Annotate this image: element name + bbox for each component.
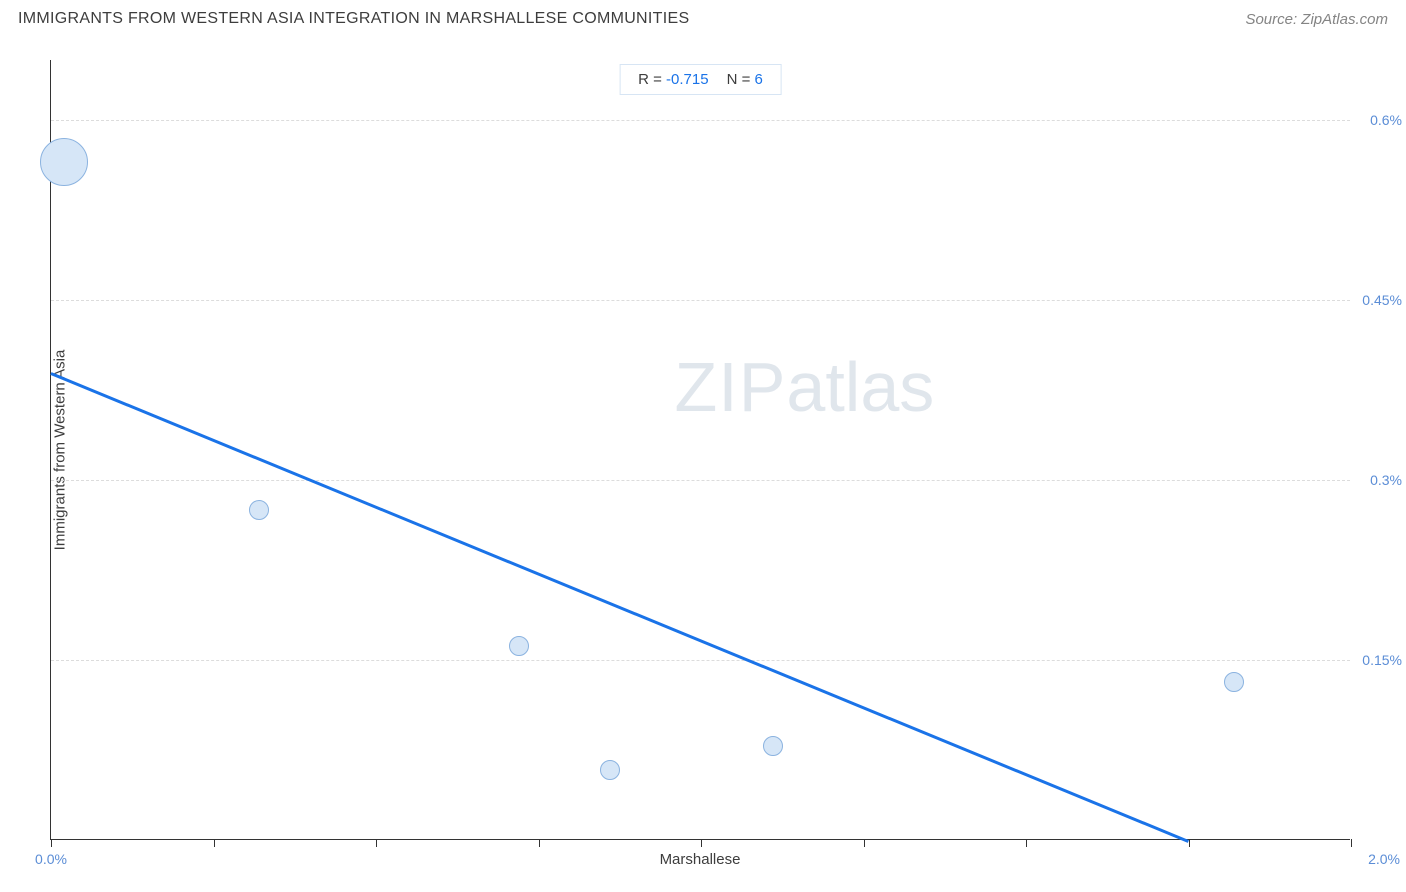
- x-tick: [539, 839, 540, 847]
- chart-area: Immigrants from Western Asia Marshallese…: [50, 60, 1350, 840]
- n-value: 6: [755, 71, 763, 88]
- x-axis-label: Marshallese: [660, 851, 741, 868]
- gridline: [51, 300, 1350, 301]
- source-attribution: Source: ZipAtlas.com: [1245, 11, 1388, 28]
- y-tick-label: 0.45%: [1362, 292, 1402, 308]
- n-label: N =: [727, 71, 751, 88]
- data-point: [600, 760, 620, 780]
- data-point: [1224, 672, 1244, 692]
- plot-region: ZIPatlas R = -0.715 N = 6 0.15%0.3%0.45%…: [50, 60, 1350, 840]
- chart-title: IMMIGRANTS FROM WESTERN ASIA INTEGRATION…: [18, 10, 689, 28]
- x-tick-label: 2.0%: [1368, 851, 1400, 867]
- r-label: R =: [638, 71, 662, 88]
- x-tick: [51, 839, 52, 847]
- stat-r: R = -0.715: [638, 71, 708, 88]
- x-tick: [1351, 839, 1352, 847]
- gridline: [51, 480, 1350, 481]
- data-point: [509, 636, 529, 656]
- y-tick-label: 0.6%: [1370, 112, 1402, 128]
- y-tick-label: 0.15%: [1362, 652, 1402, 668]
- stats-box: R = -0.715 N = 6: [619, 64, 782, 95]
- y-tick-label: 0.3%: [1370, 472, 1402, 488]
- x-tick: [864, 839, 865, 847]
- watermark: ZIPatlas: [675, 347, 935, 427]
- gridline: [51, 660, 1350, 661]
- stat-n: N = 6: [727, 71, 763, 88]
- x-tick: [214, 839, 215, 847]
- gridline: [51, 120, 1350, 121]
- r-value: -0.715: [666, 71, 709, 88]
- x-tick: [1026, 839, 1027, 847]
- x-tick: [376, 839, 377, 847]
- x-tick-label: 0.0%: [35, 851, 67, 867]
- data-point: [763, 736, 783, 756]
- data-point: [40, 138, 88, 186]
- watermark-small: atlas: [786, 348, 934, 426]
- watermark-big: ZIP: [675, 348, 787, 426]
- x-tick: [701, 839, 702, 847]
- header: IMMIGRANTS FROM WESTERN ASIA INTEGRATION…: [0, 0, 1406, 38]
- data-point: [249, 500, 269, 520]
